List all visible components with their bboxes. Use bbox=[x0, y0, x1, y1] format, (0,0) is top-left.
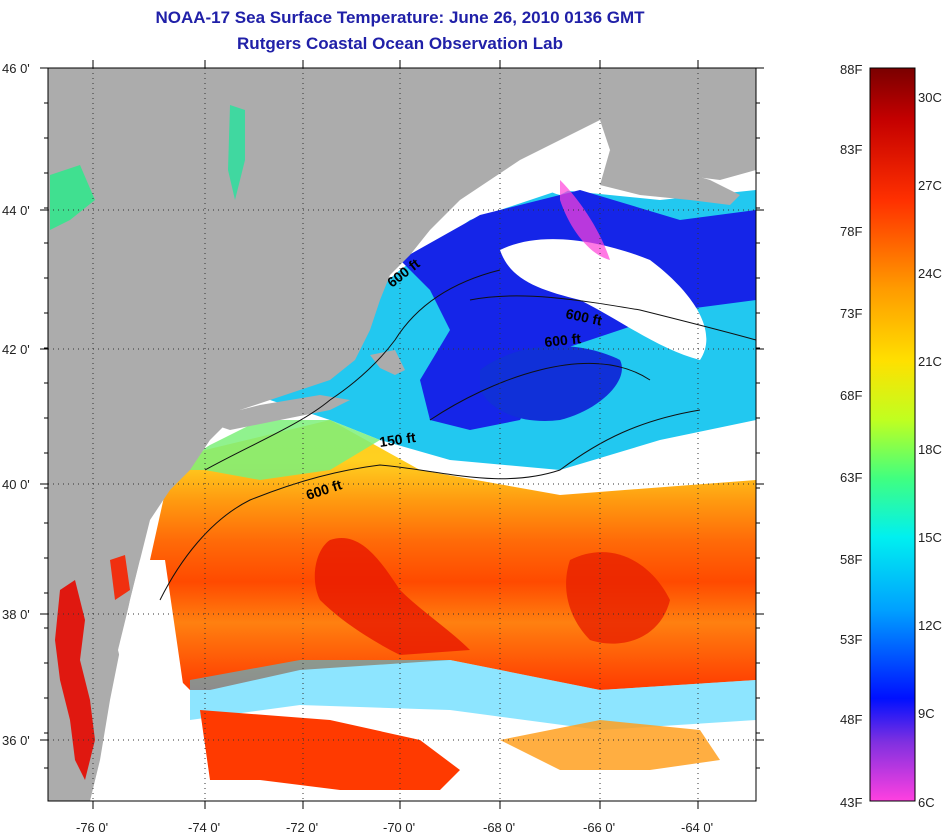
chesapeake-bay bbox=[55, 580, 95, 780]
graticule bbox=[48, 68, 756, 801]
colorbar bbox=[869, 67, 916, 802]
southern-warm-east bbox=[500, 720, 720, 770]
map-frame bbox=[47, 67, 757, 802]
colorbar-f-label: 58F bbox=[840, 552, 862, 567]
lat-tick-label: 44 0' bbox=[2, 203, 30, 218]
colorbar-f-label: 78F bbox=[840, 224, 862, 239]
contour-label-600ft-c: 600 ft bbox=[544, 330, 582, 350]
colorbar-c-label: 9C bbox=[918, 706, 935, 721]
colorbar-c-label: 6C bbox=[918, 795, 935, 810]
inland-lake-b bbox=[228, 105, 245, 200]
colorbar-c-label: 15C bbox=[918, 530, 942, 545]
southern-warm bbox=[200, 710, 460, 790]
colorbar-f-label: 73F bbox=[840, 306, 862, 321]
warm-eddy-west bbox=[314, 538, 470, 655]
lon-tick-label: -64 0' bbox=[681, 820, 713, 835]
cape-cod bbox=[370, 350, 405, 375]
colorbar-f-label: 83F bbox=[840, 142, 862, 157]
lon-tick-label: -66 0' bbox=[583, 820, 615, 835]
swath-gap bbox=[118, 560, 200, 801]
lat-tick-label: 40 0' bbox=[2, 477, 30, 492]
lon-tick-label: -68 0' bbox=[483, 820, 515, 835]
cold-core-georges bbox=[480, 346, 622, 421]
contour-label-600ft-b: 600 ft bbox=[564, 305, 603, 328]
colorbar-f-label: 68F bbox=[840, 388, 862, 403]
colorbar-c-label: 12C bbox=[918, 618, 942, 633]
lon-tick-label: -70 0' bbox=[383, 820, 415, 835]
delaware-bay bbox=[110, 555, 130, 600]
cloud-patch bbox=[500, 239, 707, 360]
colorbar-c-label: 24C bbox=[918, 266, 942, 281]
lon-tick-label: -76 0' bbox=[76, 820, 108, 835]
lat-tick-label: 36 0' bbox=[2, 733, 30, 748]
land-nova-scotia bbox=[600, 150, 740, 205]
colorbar-c-label: 27C bbox=[918, 178, 942, 193]
contour-label-150ft: 150 ft bbox=[378, 429, 417, 450]
bathymetry-contours bbox=[159, 269, 756, 601]
colorbar-f-label: 53F bbox=[840, 632, 862, 647]
axis-ticks: 46 0' 44 0' 42 0' 40 0' 38 0' 36 0' -76 0' -74 … bbox=[2, 60, 764, 835]
inland-lake-a bbox=[50, 165, 95, 230]
cloud-patch-magenta bbox=[560, 180, 610, 260]
mixed-band bbox=[190, 660, 756, 730]
long-island bbox=[200, 395, 350, 430]
colorbar-f-label: 88F bbox=[840, 62, 862, 77]
lat-tick-label: 42 0' bbox=[2, 342, 30, 357]
colorbar-labels: 88F 83F 78F 73F 68F 63F 58F 53F 48F 43F 30C 27C 24C 2… bbox=[840, 62, 942, 810]
lat-tick-label: 38 0' bbox=[2, 607, 30, 622]
colorbar-f-label: 43F bbox=[840, 795, 862, 810]
lat-tick-label: 46 0' bbox=[2, 61, 30, 76]
shelf-water bbox=[170, 420, 380, 480]
colorbar-c-label: 30C bbox=[918, 90, 942, 105]
colorbar-f-label: 63F bbox=[840, 470, 862, 485]
colorbar-c-label: 18C bbox=[918, 442, 942, 457]
warm-eddy-east bbox=[566, 552, 670, 644]
land-mass-north bbox=[48, 68, 756, 801]
colorbar-c-label: 21C bbox=[918, 354, 942, 369]
map-subtitle: Rutgers Coastal Ocean Observation Lab bbox=[237, 34, 563, 53]
lon-tick-label: -74 0' bbox=[188, 820, 220, 835]
colorbar-f-label: 48F bbox=[840, 712, 862, 727]
map-title: NOAA-17 Sea Surface Temperature: June 26… bbox=[155, 8, 645, 27]
lon-tick-label: -72 0' bbox=[286, 820, 318, 835]
land-maritimes bbox=[600, 85, 756, 180]
